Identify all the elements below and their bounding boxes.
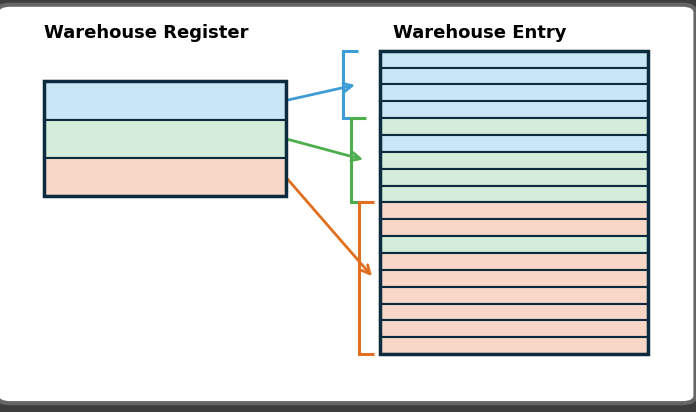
Bar — [380, 185, 649, 202]
Bar — [380, 270, 649, 287]
Bar — [380, 219, 649, 236]
Bar — [380, 202, 649, 219]
Bar — [44, 119, 286, 158]
Bar — [380, 236, 649, 253]
Bar — [380, 152, 649, 169]
Bar — [380, 84, 649, 101]
Bar — [380, 253, 649, 270]
Bar — [44, 158, 286, 196]
Bar — [380, 135, 649, 152]
Bar — [380, 51, 649, 68]
Text: Warehouse Register: Warehouse Register — [44, 24, 248, 42]
Bar — [380, 169, 649, 185]
Bar — [380, 68, 649, 84]
Bar — [44, 81, 286, 196]
Bar — [380, 337, 649, 354]
Bar — [44, 81, 286, 119]
Bar — [380, 321, 649, 337]
Bar — [380, 118, 649, 135]
Bar — [380, 304, 649, 321]
FancyBboxPatch shape — [0, 5, 695, 403]
Text: Warehouse Entry: Warehouse Entry — [393, 24, 567, 42]
Bar — [380, 287, 649, 304]
Bar — [380, 101, 649, 118]
Bar — [380, 51, 649, 354]
